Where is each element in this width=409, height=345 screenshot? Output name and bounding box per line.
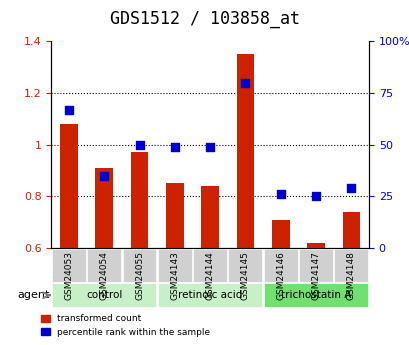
FancyBboxPatch shape — [263, 249, 297, 282]
Bar — [342, 212, 359, 248]
Text: GSM24055: GSM24055 — [135, 251, 144, 300]
FancyBboxPatch shape — [52, 249, 85, 282]
Legend: transformed count, percentile rank within the sample: transformed count, percentile rank withi… — [37, 311, 213, 341]
FancyBboxPatch shape — [334, 249, 367, 282]
Point — [242, 80, 248, 86]
Text: GSM24148: GSM24148 — [346, 251, 355, 300]
FancyBboxPatch shape — [157, 284, 262, 307]
FancyBboxPatch shape — [122, 249, 156, 282]
Text: retinoic acid: retinoic acid — [178, 290, 242, 300]
Point — [207, 144, 213, 149]
Bar — [130, 152, 148, 248]
Point — [312, 194, 319, 199]
Text: GSM24144: GSM24144 — [205, 251, 214, 300]
Point — [136, 142, 142, 147]
Text: agent: agent — [17, 290, 49, 300]
Bar — [95, 168, 113, 248]
Bar — [271, 220, 289, 248]
Text: GSM24143: GSM24143 — [170, 251, 179, 300]
FancyBboxPatch shape — [228, 249, 262, 282]
Bar — [236, 54, 254, 248]
Text: GSM24145: GSM24145 — [240, 251, 249, 300]
Text: GSM24054: GSM24054 — [99, 251, 108, 300]
Text: GSM24147: GSM24147 — [311, 251, 320, 300]
FancyBboxPatch shape — [193, 249, 227, 282]
FancyBboxPatch shape — [298, 249, 332, 282]
FancyBboxPatch shape — [263, 284, 367, 307]
FancyBboxPatch shape — [52, 284, 156, 307]
FancyBboxPatch shape — [87, 249, 121, 282]
Point — [347, 185, 354, 191]
Bar — [60, 124, 78, 248]
Point — [171, 144, 178, 149]
Text: trichostatin A: trichostatin A — [280, 290, 351, 300]
Point — [277, 191, 283, 197]
FancyBboxPatch shape — [157, 249, 191, 282]
Bar — [201, 186, 218, 248]
Text: GDS1512 / 103858_at: GDS1512 / 103858_at — [110, 10, 299, 28]
Bar — [166, 184, 183, 248]
Text: GSM24053: GSM24053 — [64, 251, 73, 300]
Bar — [306, 243, 324, 248]
Point — [101, 173, 107, 178]
Point — [65, 107, 72, 112]
Text: GSM24146: GSM24146 — [276, 251, 285, 300]
Text: control: control — [86, 290, 122, 300]
